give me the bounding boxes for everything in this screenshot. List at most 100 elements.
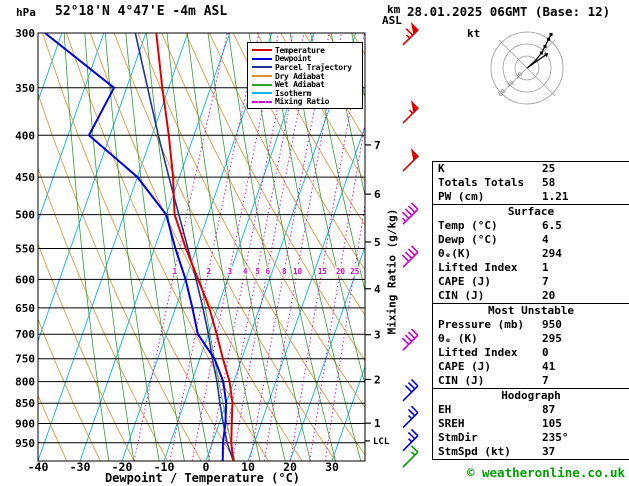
barb-half [408,109,414,114]
wet-adiabat-line [269,33,362,461]
wet-adiabat-line [330,33,365,198]
hodograph-ring [514,55,540,81]
storm-arrow-head [543,52,549,58]
row-label: Dewp (°C) [438,233,498,246]
dry-adiabat-line [304,33,365,140]
table-row: K 25 [433,162,629,176]
row-value: 7 [542,275,549,288]
pressure-tick-labels: 300 350 400 450 500 550 600 650 700 750 800 850 900 9… [15,27,35,450]
km-tick-label: 3 [374,329,381,342]
temp-tick-label: -40 [28,460,49,474]
table-row: θₑ (K) 295 [433,332,629,346]
row-label: CAPE (J) [438,275,491,288]
mixing-ratio-axis-label: Mixing Ratio (g/kg) [385,208,399,335]
row-label: θₑ(K) [438,247,472,260]
row-value: 25 [542,162,556,175]
row-label: CAPE (J) [438,360,491,373]
legend-item-label: Isotherm [275,88,312,98]
table-row: StmSpd (kt) 37 [433,445,629,459]
wet-adiabat-line [310,33,365,293]
table-row: CIN (J) 7 [433,374,629,388]
wind-barb [402,405,419,429]
table-row: Totals Totals 58 [433,176,629,190]
legend-swatch [252,57,272,60]
barb-full [410,428,419,437]
barb-shaft [402,412,419,429]
pressure-tick-label: 700 [15,328,35,341]
legend-item-label: Wet Adiabat [275,80,325,90]
barb-shaft [402,435,419,452]
dry-adiabat-line [185,33,365,362]
dry-adiabat-line [209,33,365,316]
mixing-ratio-value: 2 [207,267,212,276]
table-row: EH 87 [433,403,629,417]
hpa-unit-label: hPa [16,6,36,19]
wind-barb [402,378,419,402]
row-value: 58 [542,176,556,189]
row-value: 1.21 [542,190,569,203]
temp-tick-label: -30 [70,460,91,474]
wet-adiabat-line [84,33,135,461]
legend-box: Temperature Dewpoint Parcel Trajectory Dry … [247,42,363,110]
isotherm-line [331,365,365,461]
hodograph-ring [490,31,564,105]
dry-adiabat-line [232,33,365,271]
mixing-ratio-lines [133,33,365,461]
storm-motion-arrow [526,54,546,69]
row-label: CIN (J) [438,374,485,387]
row-value: 20 [542,289,556,302]
km-tick-label: 7 [374,139,381,152]
legend-item: Parcel Trajectory [252,63,359,72]
legend-item: Mixing Ratio [252,97,359,106]
row-value: 295 [542,332,562,345]
mixing-ratio-line [221,33,305,461]
mixing-ratio-line [133,33,228,461]
legend-swatch [252,92,272,95]
wet-adiabat-line [104,33,160,461]
pressure-tick-label: 300 [15,27,35,40]
legend-item: Dry Adiabat [252,72,359,81]
label-halo [242,266,248,276]
temp-tick-label: -10 [154,460,175,474]
pressure-tick-label: 800 [15,376,35,389]
barb-full [404,208,413,216]
pressure-tick-label: 750 [15,353,35,366]
row-label: θₑ (K) [438,332,478,345]
mixing-ratio-value: 3 [228,267,233,276]
label-halo [254,266,261,276]
barb-full [410,405,419,414]
row-label: Totals Totals [438,176,525,189]
barb-full [401,211,410,219]
mixing-ratio-value: 15 [318,267,327,276]
table-row: Temp (°C) 6.5 [433,219,629,233]
wind-barb [401,245,419,268]
row-value: 0 [542,346,549,359]
asl-unit-label: ASL [382,14,402,27]
mixing-ratio-value: 20 [336,267,346,276]
hodograph-ring-label: 20 [514,71,524,81]
dewpoint-curve [44,33,228,461]
legend-item: Isotherm [252,89,359,98]
barb-full [410,328,419,336]
pressure-tick-label: 950 [15,437,35,450]
label-halo [335,266,346,276]
lcl-label: LCL [373,437,390,447]
isotherm-line [247,125,365,461]
barb-full [410,445,419,453]
mixing-ratio-value: 10 [293,267,303,276]
barb-full [404,251,413,259]
legend-item-label: Dry Adiabat [275,71,325,81]
mixing-ratio-line [263,33,342,461]
legend-item-label: Dewpoint [275,54,312,64]
legend-item-label: Temperature [275,45,325,55]
row-value: 105 [542,417,562,430]
table-row: Pressure (mb) 950 [433,318,629,332]
row-value: 41 [542,360,556,373]
row-label: Lifted Index [438,346,518,359]
hodograph-trace-marker [543,44,547,48]
barb-full [410,202,419,210]
row-value: 1 [542,261,549,274]
